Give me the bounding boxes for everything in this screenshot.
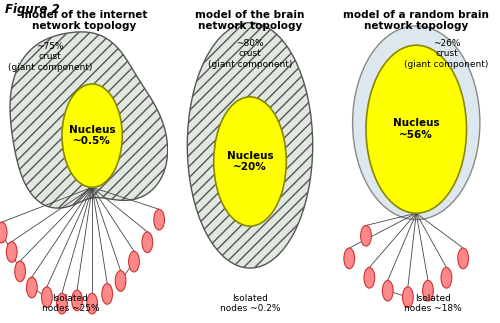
Ellipse shape xyxy=(188,23,312,268)
Text: Isolated
nodes ~18%: Isolated nodes ~18% xyxy=(404,294,462,313)
Text: model of the internet
network topology: model of the internet network topology xyxy=(20,10,147,31)
Circle shape xyxy=(42,287,52,307)
Circle shape xyxy=(360,225,372,246)
Circle shape xyxy=(128,251,140,272)
Polygon shape xyxy=(10,32,168,208)
Text: ~80%
crust
(giant component): ~80% crust (giant component) xyxy=(208,39,292,68)
Circle shape xyxy=(154,209,164,230)
Ellipse shape xyxy=(352,26,480,220)
Circle shape xyxy=(441,267,452,288)
Ellipse shape xyxy=(214,97,286,226)
Circle shape xyxy=(26,277,37,298)
Text: Isolated
nodes ~25%: Isolated nodes ~25% xyxy=(42,294,99,313)
Circle shape xyxy=(6,242,17,262)
Circle shape xyxy=(87,293,98,314)
Circle shape xyxy=(142,232,153,253)
Circle shape xyxy=(402,287,413,307)
Circle shape xyxy=(102,284,113,304)
Circle shape xyxy=(56,293,68,314)
Text: ~75%
crust
(giant component): ~75% crust (giant component) xyxy=(8,42,92,72)
Text: model of a random brain
network topology: model of a random brain network topology xyxy=(344,10,489,31)
Text: Nucleus
~0.5%: Nucleus ~0.5% xyxy=(69,125,116,146)
Text: ~26%
crust
(giant component): ~26% crust (giant component) xyxy=(404,39,488,68)
Ellipse shape xyxy=(62,84,122,187)
Ellipse shape xyxy=(366,45,466,213)
Circle shape xyxy=(115,271,126,291)
Circle shape xyxy=(422,280,434,301)
Circle shape xyxy=(72,290,83,311)
Circle shape xyxy=(382,280,393,301)
Circle shape xyxy=(364,267,374,288)
Text: model of the brain
network topology: model of the brain network topology xyxy=(196,10,304,31)
Circle shape xyxy=(344,248,354,269)
Text: Isolated
nodes ~0.2%: Isolated nodes ~0.2% xyxy=(220,294,280,313)
Text: Figure 2: Figure 2 xyxy=(5,3,60,16)
Circle shape xyxy=(458,248,468,269)
Text: Nucleus
~56%: Nucleus ~56% xyxy=(393,119,440,140)
Circle shape xyxy=(0,222,7,243)
Text: Nucleus
~20%: Nucleus ~20% xyxy=(226,151,274,172)
Circle shape xyxy=(14,261,26,282)
